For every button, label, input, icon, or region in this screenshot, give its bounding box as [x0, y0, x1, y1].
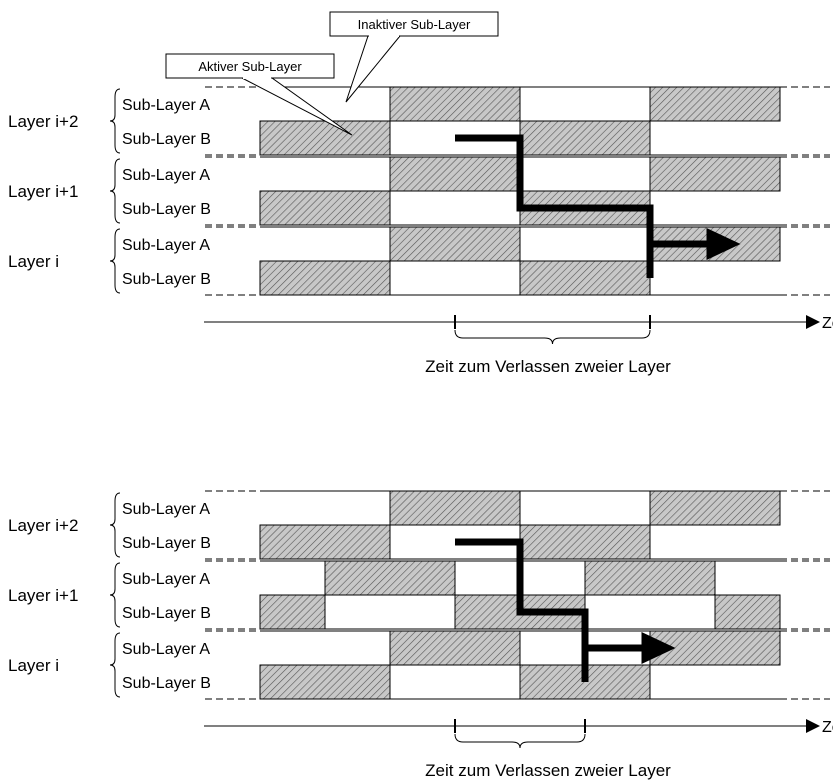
layer-brace — [109, 632, 121, 698]
sub-layer-label: Sub-Layer A — [122, 237, 210, 254]
span-brace — [454, 733, 586, 749]
layer-label: Layer i+1 — [8, 182, 78, 201]
active-interval — [259, 120, 391, 156]
sub-layer-label: Sub-Layer B — [122, 271, 211, 288]
time-axis-label: Zeit t — [822, 719, 833, 736]
active-interval — [519, 120, 651, 156]
layer-brace — [109, 492, 121, 558]
escape-path-arrowhead — [706, 228, 741, 260]
escape-path — [455, 538, 644, 682]
active-interval — [259, 260, 391, 296]
layer-brace — [109, 562, 121, 628]
sub-layer-label: Sub-Layer B — [122, 675, 211, 692]
active-interval — [324, 560, 456, 596]
active-interval — [649, 490, 781, 526]
sub-layer-label: Sub-Layer B — [122, 605, 211, 622]
span-label: Zeit zum Verlassen zweier Layer — [425, 357, 671, 376]
active-interval — [259, 524, 391, 560]
layer-brace — [109, 158, 121, 224]
active-interval — [389, 86, 521, 122]
inactive-callout-label: Inaktiver Sub-Layer — [358, 17, 471, 32]
active-interval — [259, 190, 391, 226]
sub-layer-label: Sub-Layer B — [122, 535, 211, 552]
active-interval — [649, 86, 781, 122]
time-axis-arrowhead — [806, 719, 820, 733]
layer-brace — [109, 228, 121, 294]
time-axis-label: Zeit t — [822, 315, 833, 332]
layer-label: Layer i — [8, 252, 59, 271]
sub-layer-label: Sub-Layer A — [122, 97, 210, 114]
sub-layer-label: Sub-Layer B — [122, 201, 211, 218]
sub-layer-label: Sub-Layer B — [122, 131, 211, 148]
bottom-diagram: Sub-Layer A Sub-Layer B Layer i+2 Sub-Layer… — [8, 490, 833, 780]
layer-label: Layer i+1 — [8, 586, 78, 605]
active-interval — [649, 156, 781, 192]
active-interval — [389, 630, 521, 666]
active-interval — [714, 594, 781, 630]
active-interval — [389, 226, 521, 262]
active-interval — [259, 664, 391, 700]
active-interval — [519, 524, 651, 560]
active-callout-label: Aktiver Sub-Layer — [198, 59, 302, 74]
layer-label: Layer i+2 — [8, 112, 78, 131]
sub-layer-label: Sub-Layer A — [122, 167, 210, 184]
active-interval — [584, 560, 716, 596]
escape-path — [455, 134, 709, 278]
active-interval — [389, 490, 521, 526]
sub-layer-label: Sub-Layer A — [122, 571, 210, 588]
sub-layer-label: Sub-Layer A — [122, 501, 210, 518]
active-callout: Aktiver Sub-Layer — [165, 53, 353, 136]
active-interval — [259, 594, 326, 630]
layer-brace — [109, 88, 121, 154]
layer-label: Layer i — [8, 656, 59, 675]
top-diagram: Sub-Layer A Sub-Layer B Layer i+2 Sub-Layer… — [8, 86, 833, 376]
active-interval — [519, 260, 651, 296]
inactive-callout: Inaktiver Sub-Layer — [329, 11, 499, 103]
sub-layer-label: Sub-Layer A — [122, 641, 210, 658]
escape-path-arrowhead — [641, 632, 676, 664]
span-brace — [454, 329, 651, 345]
active-interval — [389, 156, 521, 192]
time-axis-arrowhead — [806, 315, 820, 329]
span-label: Zeit zum Verlassen zweier Layer — [425, 761, 671, 780]
layer-label: Layer i+2 — [8, 516, 78, 535]
